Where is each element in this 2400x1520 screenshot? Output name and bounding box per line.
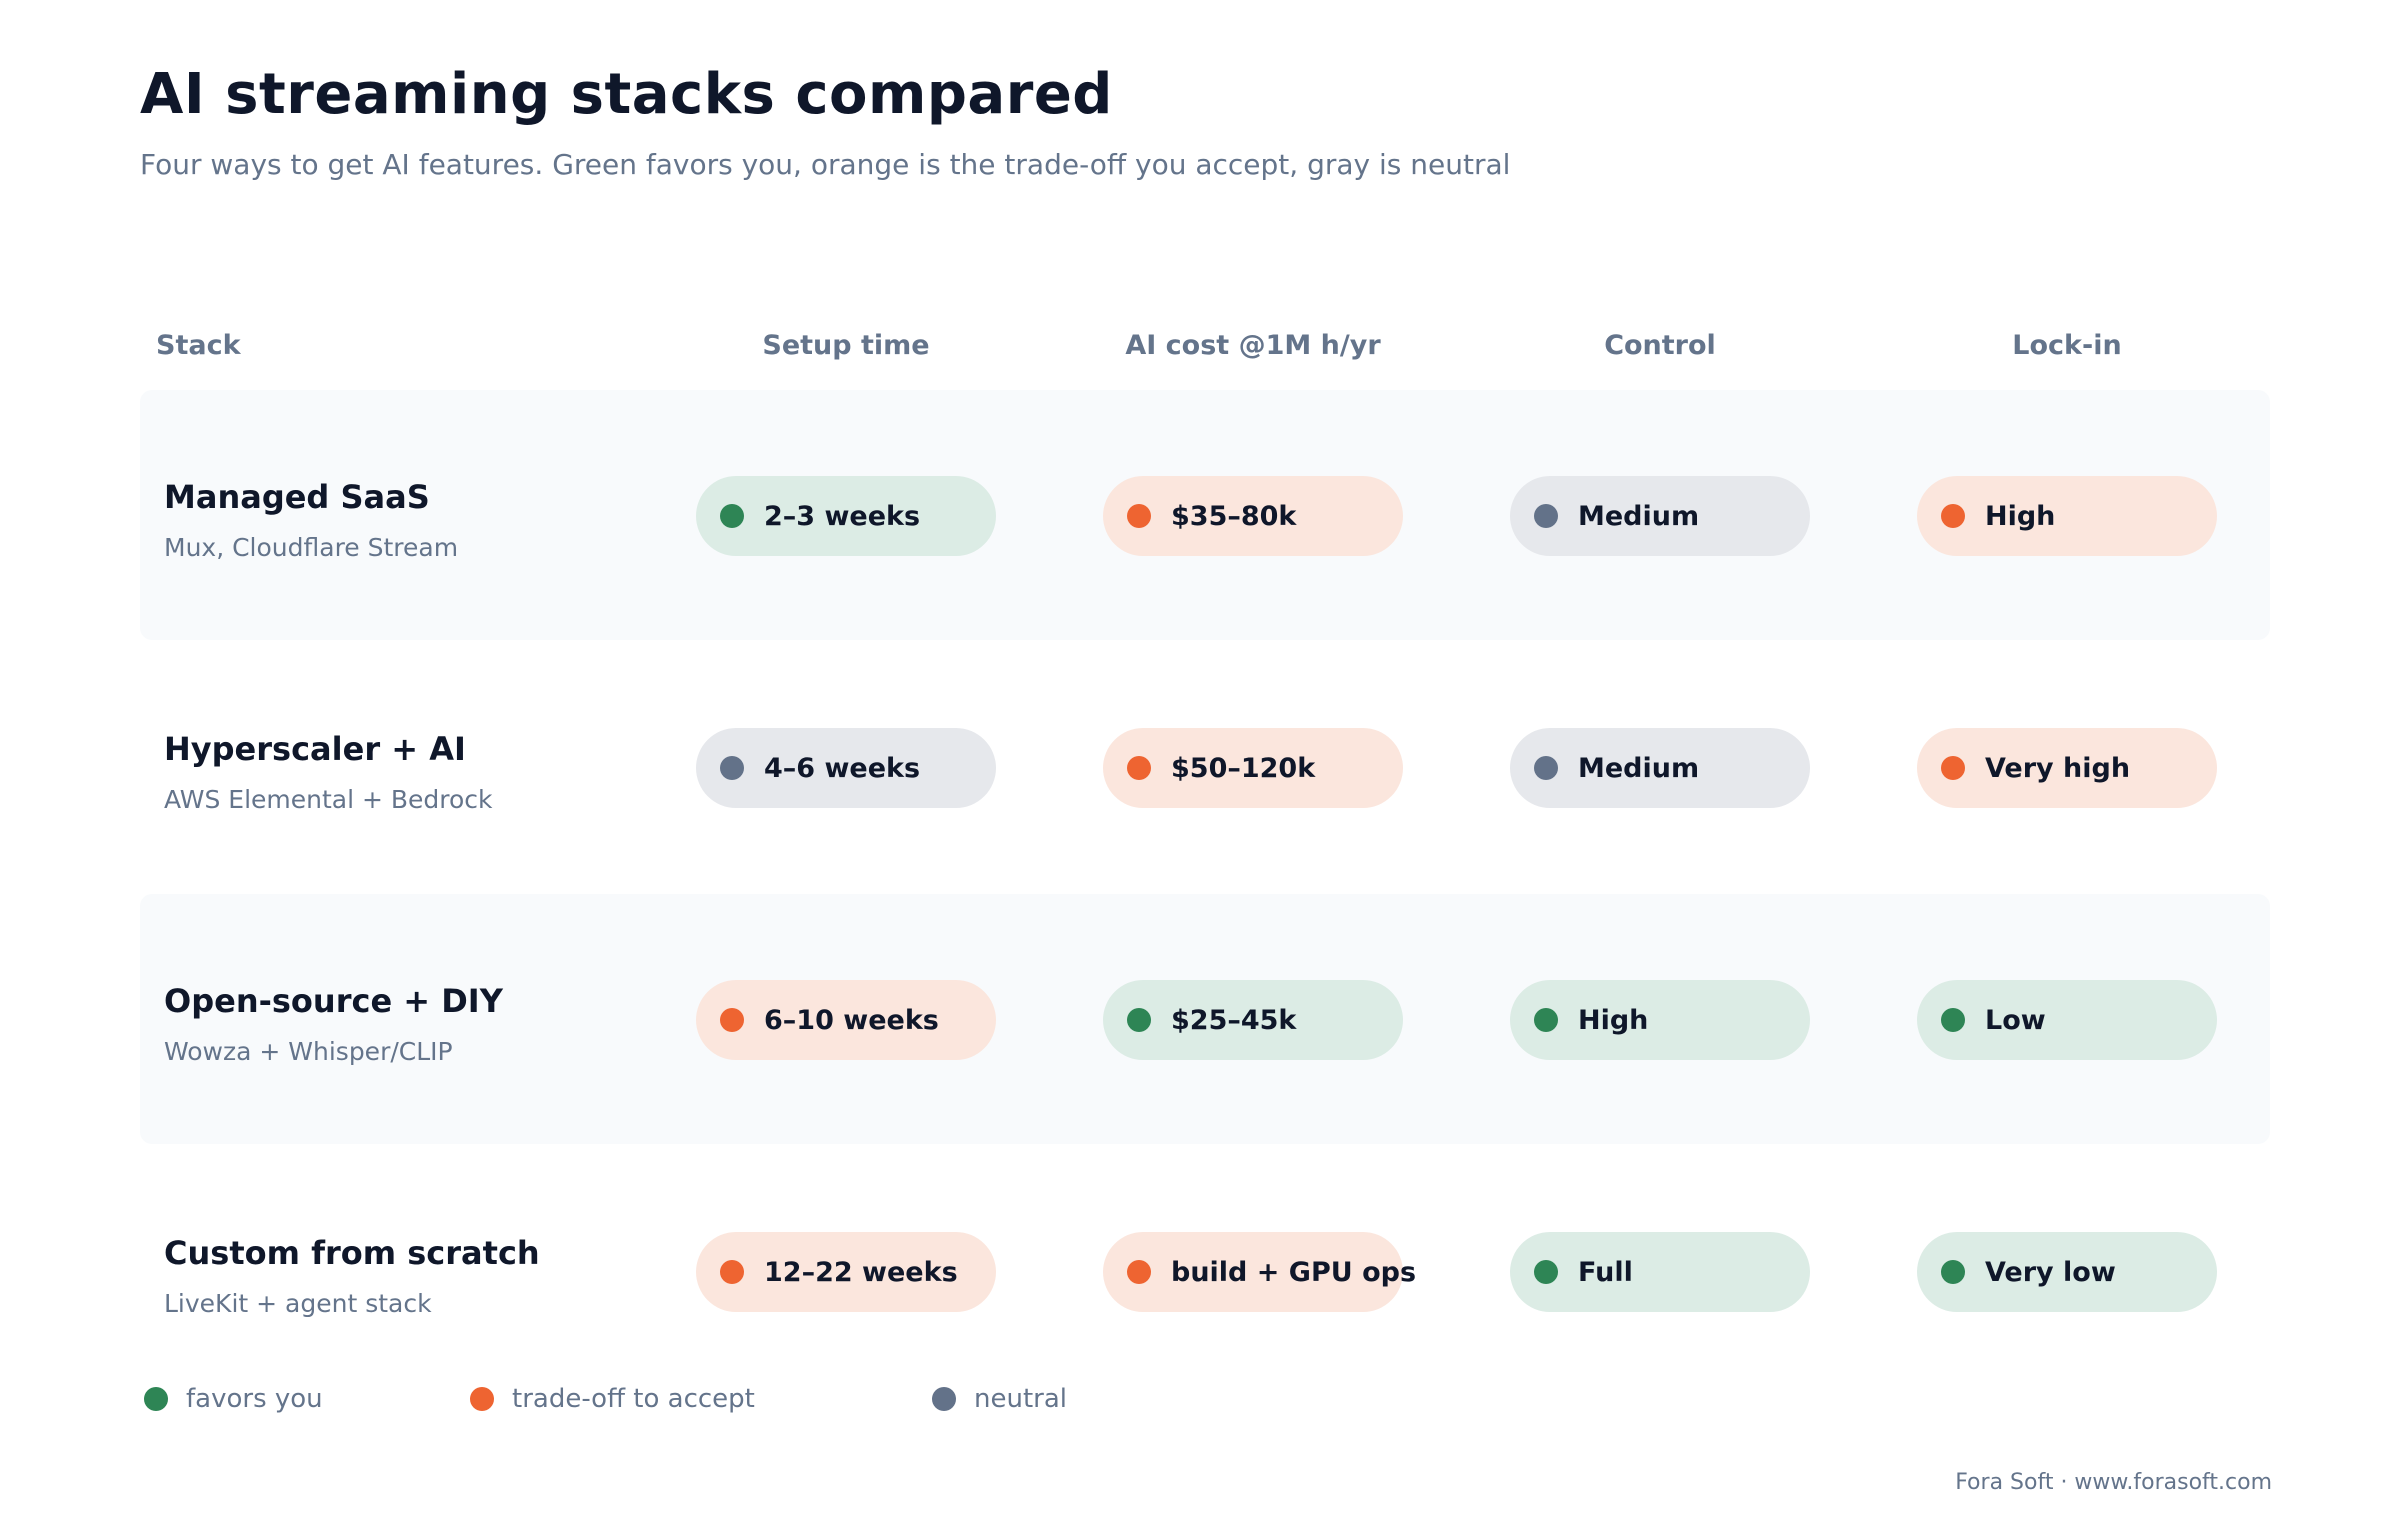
ai-cost-pill: $35–80k xyxy=(1103,476,1403,556)
pill-label: build + GPU ops xyxy=(1171,1256,1417,1288)
pill-label: $35–80k xyxy=(1171,500,1297,532)
status-dot-icon xyxy=(1941,504,1965,528)
legend-label: favors you xyxy=(186,1384,323,1414)
status-dot-icon xyxy=(1534,504,1558,528)
setup-time-pill: 2–3 weeks xyxy=(696,476,996,556)
ai-cost-pill: $50–120k xyxy=(1103,728,1403,808)
pill-label: 2–3 weeks xyxy=(764,500,921,532)
table-row: Custom from scratch LiveKit + agent stac… xyxy=(140,1146,2270,1396)
pill-label: High xyxy=(1578,1004,1649,1036)
pill-label: 6–10 weeks xyxy=(764,1004,939,1036)
lock-in-pill: Very low xyxy=(1917,1232,2217,1312)
pill-label: Very low xyxy=(1985,1256,2116,1288)
control-pill: Medium xyxy=(1510,728,1810,808)
gray-dot-icon xyxy=(932,1387,956,1411)
status-dot-icon xyxy=(1127,1260,1151,1284)
stack-name: Hyperscaler + AI xyxy=(164,730,466,768)
control-pill: Medium xyxy=(1510,476,1810,556)
table-row: Open-source + DIY Wowza + Whisper/CLIP 6… xyxy=(140,894,2270,1144)
legend-label: neutral xyxy=(974,1384,1067,1414)
pill-label: $25–45k xyxy=(1171,1004,1297,1036)
stack-name: Managed SaaS xyxy=(164,478,430,516)
legend-item-tradeoff: trade-off to accept xyxy=(470,1384,755,1414)
green-dot-icon xyxy=(144,1387,168,1411)
stack-name: Custom from scratch xyxy=(164,1234,540,1272)
status-dot-icon xyxy=(1534,1260,1558,1284)
legend: favors you trade-off to accept neutral xyxy=(0,1384,1200,1416)
control-pill: High xyxy=(1510,980,1810,1060)
stack-examples: LiveKit + agent stack xyxy=(164,1289,432,1318)
column-header-lock-in: Lock-in xyxy=(2012,330,2122,361)
status-dot-icon xyxy=(1534,1008,1558,1032)
orange-dot-icon xyxy=(470,1387,494,1411)
status-dot-icon xyxy=(1941,756,1965,780)
pill-label: Medium xyxy=(1578,500,1700,532)
pill-label: Low xyxy=(1985,1004,2046,1036)
pill-label: Medium xyxy=(1578,752,1700,784)
ai-cost-pill: $25–45k xyxy=(1103,980,1403,1060)
status-dot-icon xyxy=(720,504,744,528)
lock-in-pill: Very high xyxy=(1917,728,2217,808)
footer-credit: Fora Soft · www.forasoft.com xyxy=(1955,1470,2272,1495)
status-dot-icon xyxy=(720,1008,744,1032)
legend-item-neutral: neutral xyxy=(932,1384,1067,1414)
pill-label: $50–120k xyxy=(1171,752,1316,784)
status-dot-icon xyxy=(1941,1260,1965,1284)
pill-label: 4–6 weeks xyxy=(764,752,921,784)
setup-time-pill: 12–22 weeks xyxy=(696,1232,996,1312)
setup-time-pill: 6–10 weeks xyxy=(696,980,996,1060)
lock-in-pill: High xyxy=(1917,476,2217,556)
pill-label: High xyxy=(1985,500,2056,532)
lock-in-pill: Low xyxy=(1917,980,2217,1060)
stack-examples: AWS Elemental + Bedrock xyxy=(164,785,493,814)
stack-examples: Mux, Cloudflare Stream xyxy=(164,533,459,562)
status-dot-icon xyxy=(1127,504,1151,528)
table-row: Managed SaaS Mux, Cloudflare Stream 2–3 … xyxy=(140,390,2270,640)
column-header-control: Control xyxy=(1604,330,1716,361)
status-dot-icon xyxy=(720,756,744,780)
legend-item-favors: favors you xyxy=(144,1384,323,1414)
stack-name: Open-source + DIY xyxy=(164,982,503,1020)
page-subtitle: Four ways to get AI features. Green favo… xyxy=(140,148,1511,181)
ai-cost-pill: build + GPU ops xyxy=(1103,1232,1416,1312)
status-dot-icon xyxy=(1127,1008,1151,1032)
setup-time-pill: 4–6 weeks xyxy=(696,728,996,808)
table-row: Hyperscaler + AI AWS Elemental + Bedrock… xyxy=(140,642,2270,892)
legend-label: trade-off to accept xyxy=(512,1384,755,1414)
status-dot-icon xyxy=(1127,756,1151,780)
control-pill: Full xyxy=(1510,1232,1810,1312)
table-header: Stack Setup time AI cost @1M h/yr Contro… xyxy=(140,330,2270,370)
status-dot-icon xyxy=(720,1260,744,1284)
pill-label: 12–22 weeks xyxy=(764,1256,958,1288)
pill-label: Very high xyxy=(1985,752,2131,784)
status-dot-icon xyxy=(1941,1008,1965,1032)
stack-examples: Wowza + Whisper/CLIP xyxy=(164,1037,453,1066)
column-header-stack: Stack xyxy=(156,330,241,361)
status-dot-icon xyxy=(1534,756,1558,780)
page-title: AI streaming stacks compared xyxy=(140,62,1113,127)
column-header-ai-cost: AI cost @1M h/yr xyxy=(1125,330,1381,361)
column-header-setup-time: Setup time xyxy=(762,330,930,361)
pill-label: Full xyxy=(1578,1256,1633,1288)
